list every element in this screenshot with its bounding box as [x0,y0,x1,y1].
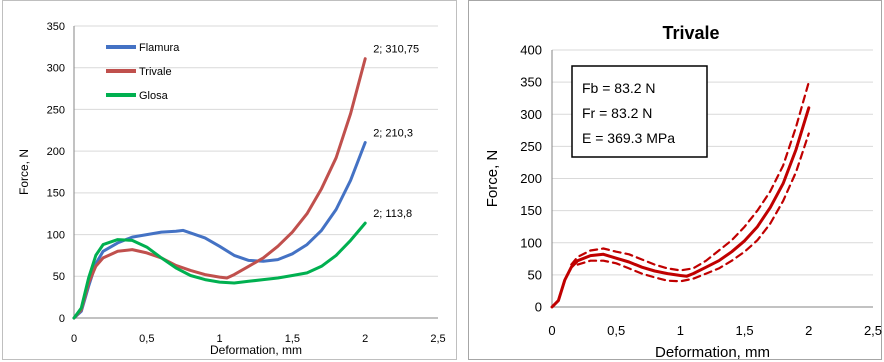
y-tick-label: 300 [47,63,65,75]
y-tick-label: 350 [520,75,542,90]
data-label: 2; 310,75 [373,44,419,56]
y-tick-label: 0 [535,300,542,315]
chart-title: Trivale [662,23,719,43]
y-tick-label: 250 [47,104,65,116]
annotation-text: E = 369.3 MPa [582,130,675,146]
x-tick-label: 0 [548,323,555,338]
y-tick-label: 100 [47,229,65,241]
series-line-solid-0 [550,106,811,309]
x-tick-label: 2 [362,333,368,345]
chart-panel-right: 0 50 100 150 200 250 300 350 400 0 0,5 1 1,5 2 2,5 Defo… [468,0,882,361]
y-tick-label: 250 [520,139,542,154]
x-tick-label: 1,5 [736,323,754,338]
x-tick-label: 0,5 [139,333,154,345]
legend-label: Flamura [139,42,180,54]
x-tick-label: 2,5 [864,323,882,338]
x-axis-title: Deformation, mm [210,343,302,357]
x-tick-label: 2 [805,323,812,338]
data-label: 2; 113,8 [373,208,412,220]
series-line-dashed-1 [570,81,810,272]
x-tick-label: 1,5 [285,333,300,345]
y-tick-label: 150 [47,188,65,200]
y-tick-label: 200 [520,171,542,186]
force-deformation-chart-trivale: 0 50 100 150 200 250 300 350 400 0 0,5 1 1,5 2 2,5 Defo… [484,23,882,361]
x-tick-label: 0 [71,333,77,345]
legend-label: Trivale [139,66,172,78]
y-tick-label: 350 [47,21,65,33]
y-axis-title: Force, N [17,149,31,195]
x-tick-label: 0,5 [607,323,625,338]
legend-label: Glosa [139,90,169,102]
y-tick-label: 200 [47,146,65,158]
y-tick-label: 50 [53,271,65,283]
series-line-glosa [72,221,367,320]
series-line-trivale [72,57,367,320]
y-tick-label: 0 [59,313,65,325]
x-tick-label: 2,5 [430,333,445,345]
y-tick-label: 50 [528,267,542,282]
y-tick-label: 150 [520,203,542,218]
x-axis-title: Deformation, mm [655,344,770,361]
annotation-text: Fb = 83.2 N [582,80,656,96]
series-line-dashed-2 [576,132,810,283]
annotation-text: Fr = 83.2 N [582,105,652,121]
y-tick-label: 100 [520,235,542,250]
y-axis-title: Force, N [484,150,501,208]
data-label: 2; 210,3 [373,128,413,140]
x-tick-label: 1 [677,323,684,338]
x-tick-label: 1 [217,333,223,345]
annotation-box [571,65,708,158]
y-tick-label: 300 [520,107,542,122]
series-line-flamura [72,141,367,320]
y-tick-label: 400 [520,43,542,58]
force-deformation-chart-comparison: 0 50 100 150 200 250 300 350 0 0,5 1 1,5 2 2,5 Deforma… [17,21,446,357]
chart-panel-left: 0 50 100 150 200 250 300 350 0 0,5 1 1,5 2 2,5 Deforma… [2,0,457,360]
